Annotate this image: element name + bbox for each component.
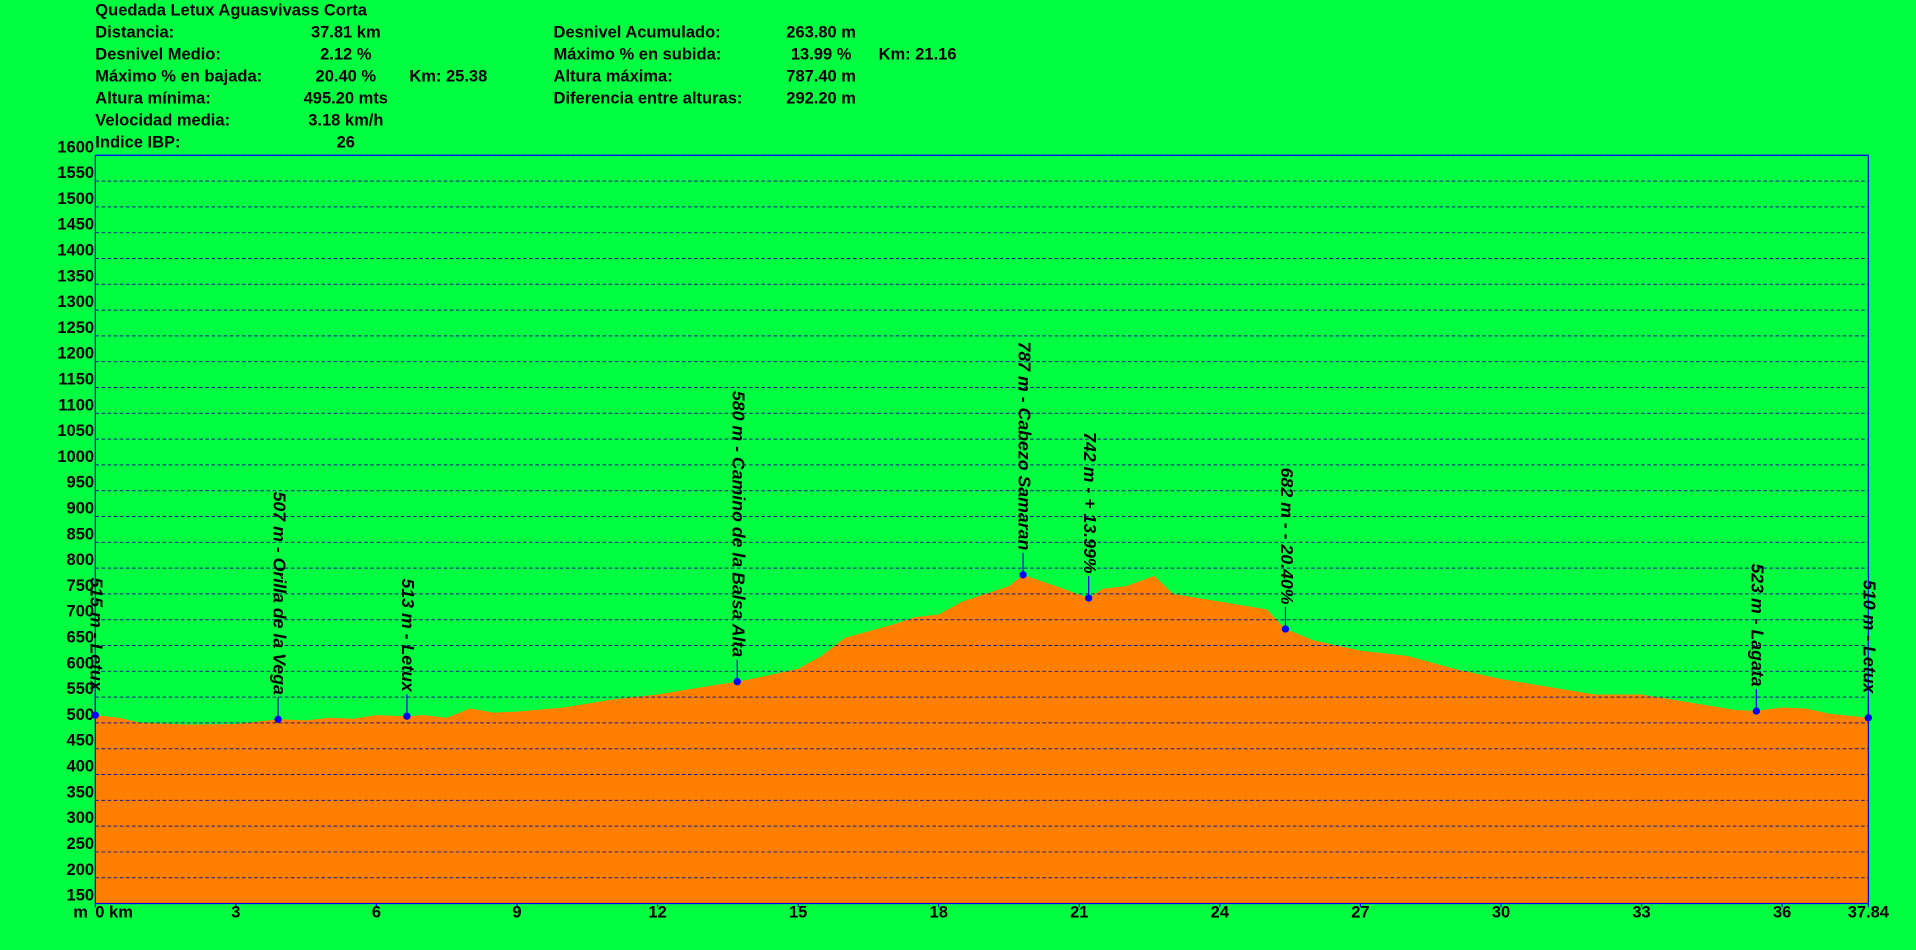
y-tick-label: 400 [67, 758, 95, 776]
y-tick-label: 1400 [57, 242, 94, 260]
stat-value: 26 [337, 133, 355, 151]
chart-title: Quedada Letux Aguasvivass Corta [95, 1, 367, 19]
y-tick-label: 1100 [58, 396, 94, 414]
annotation-marker [1864, 714, 1873, 722]
y-tick-label: 1350 [57, 267, 94, 285]
y-tick-label: 800 [67, 551, 95, 569]
stat-value: 2.12 % [320, 45, 372, 63]
y-tick-label: 650 [67, 629, 95, 647]
x-tick-label: 0 km [95, 904, 133, 922]
annotation-marker [1019, 571, 1027, 579]
y-tick-label: 1450 [57, 216, 94, 234]
x-tick-label: 24 [1211, 904, 1230, 922]
annotation-label: 523 m - Lagata [1748, 563, 1768, 686]
stat-label: Máximo % en subida: [554, 45, 722, 63]
y-unit: m [73, 904, 88, 922]
y-tick-label: 700 [67, 603, 95, 621]
y-tick-label: 550 [67, 680, 95, 698]
x-tick-label: 18 [930, 904, 948, 922]
annotation-marker [274, 715, 282, 723]
x-tick-label: 6 [372, 904, 381, 922]
y-tick-label: 1500 [57, 190, 94, 208]
x-tick-label: 9 [512, 904, 521, 922]
stat-value: 292.20 m [786, 89, 856, 107]
y-tick-label: 500 [67, 706, 95, 724]
y-tick-label: 300 [67, 809, 95, 827]
annotation-label: 580 m - Camino de la Balsa Alta [729, 391, 749, 657]
y-tick-label: 450 [67, 732, 95, 750]
annotation-marker [91, 711, 99, 719]
annotation-marker [1752, 707, 1761, 715]
plot-border [94, 154, 1869, 905]
stat-extra: Km: 21.16 [879, 45, 957, 63]
annotation-marker [1281, 625, 1290, 633]
y-tick-label: 1600 [57, 138, 94, 156]
x-tick-label: 3 [231, 904, 240, 922]
y-tick-label: 1000 [57, 448, 94, 466]
stat-label: Desnivel Acumulado: [554, 23, 721, 41]
x-tick-label: 12 [648, 904, 666, 922]
elevation-area [95, 574, 1869, 904]
y-tick-label: 350 [67, 783, 95, 801]
annotation-label: 513 m - Letux [398, 578, 418, 692]
stat-value: 495.20 mts [304, 89, 388, 107]
stat-value: 13.99 % [791, 45, 852, 63]
stat-value: 37.81 km [311, 23, 381, 41]
annotation-label: 742 m - + 13.99% [1080, 432, 1100, 574]
x-tick-label: 36 [1773, 904, 1791, 922]
stat-label: Indice IBP: [95, 133, 180, 151]
y-tick-label: 250 [67, 835, 95, 853]
y-tick-label: 850 [67, 525, 95, 543]
annotation-label: 682 m - - 20.40% [1277, 468, 1297, 605]
stat-value: 787.40 m [786, 67, 856, 85]
x-tick-label: 33 [1632, 904, 1650, 922]
stat-label: Altura mínima: [95, 89, 210, 107]
y-tick-label: 1150 [58, 371, 94, 389]
y-tick-label: 950 [67, 474, 95, 492]
y-tick-label: 150 [67, 887, 95, 905]
stat-label: Diferencia entre alturas: [554, 89, 743, 107]
y-tick-label: 1050 [57, 422, 94, 440]
x-tick-label: 30 [1492, 904, 1510, 922]
x-tick-label: 37.84 [1848, 904, 1890, 922]
annotation-marker [403, 712, 411, 720]
stat-value: 3.18 km/h [308, 111, 383, 129]
y-tick-label: 750 [67, 577, 95, 595]
annotation-marker [733, 677, 741, 686]
annotation-label: 507 m - Orilla de la Vega [269, 492, 289, 695]
x-tick-label: 21 [1070, 904, 1088, 922]
annotation-marker [1084, 594, 1093, 602]
x-tick-label: 27 [1351, 904, 1369, 922]
y-tick-label: 600 [67, 654, 95, 672]
y-tick-label: 900 [67, 500, 95, 518]
y-tick-label: 1550 [57, 164, 94, 182]
stat-label: Máximo % en bajada: [95, 67, 262, 85]
stat-label: Distancia: [95, 23, 174, 41]
annotation-label: 787 m - Cabezo Samaran [1014, 342, 1034, 551]
stat-label: Altura máxima: [554, 67, 673, 85]
annotation-label: 515 m - Letux [87, 577, 107, 691]
stat-extra: Km: 25.38 [409, 67, 487, 85]
y-tick-label: 1200 [57, 345, 94, 363]
stat-value: 20.40 % [316, 67, 377, 85]
y-tick-label: 1250 [57, 319, 94, 337]
y-tick-label: 1300 [57, 293, 94, 311]
stat-value: 263.80 m [786, 23, 856, 41]
y-tick-label: 200 [67, 861, 95, 879]
annotation-label: 510 m - Letux [1860, 580, 1880, 694]
x-tick-label: 15 [789, 904, 807, 922]
stat-label: Desnivel Medio: [95, 45, 221, 63]
stat-label: Velocidad media: [95, 111, 230, 129]
